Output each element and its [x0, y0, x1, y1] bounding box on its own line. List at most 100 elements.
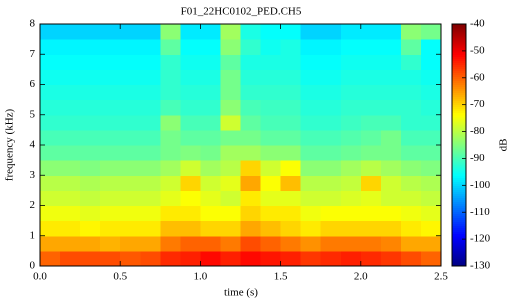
heatmap-cell — [301, 24, 322, 40]
chart: F01_22HC0102_PED.CH5 time (s) frequency … — [0, 0, 510, 302]
heatmap-cell — [341, 236, 362, 252]
heatmap-cell — [241, 160, 262, 176]
heatmap-cell — [220, 160, 241, 176]
heatmap-cell — [301, 221, 322, 237]
heatmap-cell — [281, 115, 302, 131]
heatmap-cell — [40, 221, 61, 237]
heatmap-cell — [80, 251, 101, 267]
heatmap-cell — [180, 206, 201, 222]
heatmap-cell — [281, 251, 302, 267]
heatmap-cell — [100, 24, 121, 40]
heatmap-cell — [401, 251, 422, 267]
heatmap-cell — [421, 160, 442, 176]
heatmap-cell — [100, 206, 121, 222]
heatmap-cell — [220, 175, 241, 191]
heatmap-cell — [341, 160, 362, 176]
heatmap-cell — [180, 100, 201, 116]
heatmap-cell — [60, 190, 81, 206]
heatmap-cell — [120, 85, 141, 101]
heatmap-cell — [80, 24, 101, 40]
chart-title: F01_22HC0102_PED.CH5 — [181, 6, 302, 18]
heatmap-cell — [241, 206, 262, 222]
heatmap-cell — [60, 251, 81, 267]
heatmap-cell — [281, 175, 302, 191]
heatmap-cell — [361, 115, 382, 131]
heatmap-cell — [100, 85, 121, 101]
heatmap-cell — [120, 221, 141, 237]
heatmap-cell — [281, 54, 302, 70]
heatmap-cell — [401, 24, 422, 40]
heatmap-cell — [401, 190, 422, 206]
heatmap-cell — [341, 190, 362, 206]
heatmap-cell — [321, 115, 342, 131]
heatmap-cell — [241, 221, 262, 237]
heatmap-cell — [120, 175, 141, 191]
heatmap-cell — [160, 145, 181, 161]
heatmap-cell — [241, 24, 262, 40]
heatmap-cell — [180, 160, 201, 176]
heatmap-cell — [381, 251, 402, 267]
heatmap-cell — [261, 69, 282, 85]
heatmap-cell — [321, 236, 342, 252]
heatmap-cell — [60, 236, 81, 252]
heatmap-cell — [341, 130, 362, 146]
heatmap-cell — [100, 175, 121, 191]
heatmap-cell — [361, 85, 382, 101]
heatmap-cell — [281, 145, 302, 161]
heatmap-cell — [261, 54, 282, 70]
heatmap-cell — [381, 100, 402, 116]
heatmap-cell — [321, 160, 342, 176]
heatmap-cell — [220, 69, 241, 85]
heatmap-cell — [200, 24, 221, 40]
heatmap-cell — [180, 115, 201, 131]
heatmap-cell — [100, 115, 121, 131]
heatmap-cell — [200, 39, 221, 55]
heatmap-cell — [40, 69, 61, 85]
heatmap-cell — [381, 175, 402, 191]
heatmap-cell — [381, 190, 402, 206]
heatmap-cell — [421, 39, 442, 55]
heatmap-cell — [160, 221, 181, 237]
heatmap-cell — [140, 190, 161, 206]
heatmap-cell — [120, 69, 141, 85]
heatmap-cell — [261, 39, 282, 55]
heatmap-cell — [140, 100, 161, 116]
heatmap-cell — [381, 115, 402, 131]
heatmap-cell — [180, 190, 201, 206]
heatmap-cell — [281, 24, 302, 40]
heatmap-cell — [261, 236, 282, 252]
heatmap-cell — [220, 115, 241, 131]
heatmap-cell — [80, 145, 101, 161]
heatmap-cell — [341, 69, 362, 85]
colorbar-tick-label: -90 — [470, 152, 485, 164]
x-axis-label: time (s) — [224, 287, 258, 299]
heatmap-cell — [80, 236, 101, 252]
heatmap-cell — [301, 115, 322, 131]
heatmap-cell — [321, 175, 342, 191]
heatmap-cell — [321, 251, 342, 267]
heatmap-cell — [40, 236, 61, 252]
heatmap-cell — [241, 145, 262, 161]
heatmap-cell — [100, 130, 121, 146]
heatmap-cell — [140, 54, 161, 70]
heatmap-cell — [321, 69, 342, 85]
heatmap-cell — [381, 85, 402, 101]
heatmap-cell — [241, 190, 262, 206]
heatmap-cell — [321, 54, 342, 70]
heatmap-cell — [321, 190, 342, 206]
heatmap-cell — [361, 221, 382, 237]
heatmap-cell — [200, 221, 221, 237]
heatmap-cell — [140, 85, 161, 101]
heatmap-cell — [241, 115, 262, 131]
heatmap-cell — [341, 221, 362, 237]
heatmap-cell — [80, 85, 101, 101]
heatmap-cell — [401, 85, 422, 101]
heatmap-cell — [180, 24, 201, 40]
heatmap-cell — [220, 24, 241, 40]
heatmap-cell — [321, 130, 342, 146]
heatmap-cell — [381, 24, 402, 40]
heatmap-cell — [361, 251, 382, 267]
heatmap-cell — [401, 236, 422, 252]
heatmap-cell — [180, 54, 201, 70]
heatmap-cell — [261, 251, 282, 267]
